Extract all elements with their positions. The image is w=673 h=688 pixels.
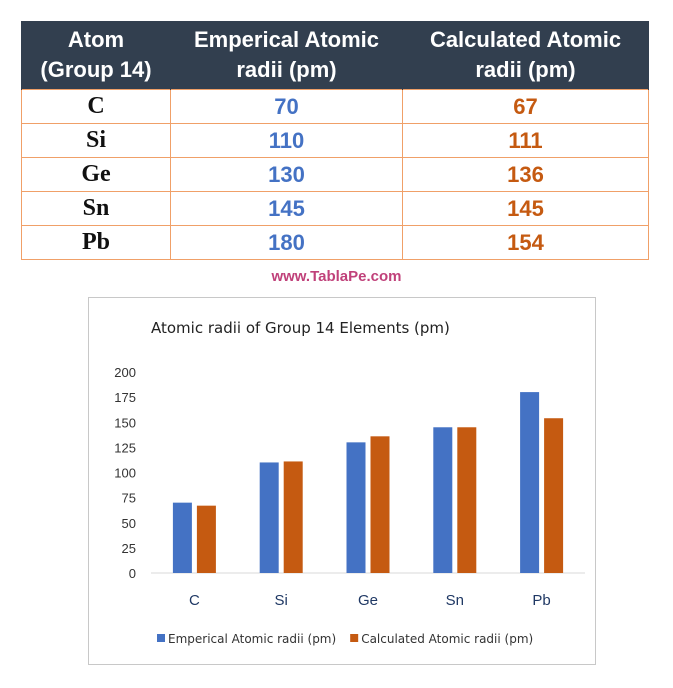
cell-empirical: 70 [170, 89, 403, 124]
table-row: C 70 67 [21, 89, 649, 124]
x-axis: C Si Ge Sn Pb [189, 592, 551, 609]
cell-calculated: 111 [402, 123, 649, 158]
y-tick-label: 50 [122, 516, 136, 531]
header-atom: Atom (Group 14) [21, 21, 171, 90]
y-tick-label: 175 [114, 390, 136, 405]
cell-atom: Pb [21, 225, 171, 260]
bar-empirical-si [259, 462, 279, 573]
bar-calculated-sn [457, 427, 477, 573]
cell-calculated: 145 [402, 191, 649, 226]
table-row: Pb 180 154 [21, 225, 649, 260]
cell-atom: C [21, 89, 171, 124]
cell-calculated: 67 [402, 89, 649, 124]
legend-swatch [350, 634, 359, 642]
header-empirical-line2: radii (pm) [236, 57, 337, 82]
chart-bars [172, 392, 564, 573]
bar-chart: Atomic radii of Group 14 Elements (pm) 0… [88, 297, 596, 665]
bar-calculated-ge [370, 436, 390, 573]
y-tick-label: 125 [114, 440, 136, 455]
bar-calculated-pb [544, 418, 564, 573]
chart-title: Atomic radii of Group 14 Elements (pm) [151, 319, 450, 337]
cell-calculated: 136 [402, 157, 649, 192]
legend-label: Calculated Atomic radii (pm) [361, 632, 533, 646]
table-row: Ge 130 136 [21, 157, 649, 192]
x-tick-label: Sn [446, 592, 464, 609]
bar-empirical-pb [520, 392, 540, 573]
cell-calculated: 154 [402, 225, 649, 260]
bar-empirical-sn [433, 427, 453, 573]
y-tick-label: 200 [114, 365, 136, 380]
bar-empirical-ge [346, 442, 366, 573]
x-tick-label: Ge [358, 592, 378, 609]
cell-empirical: 110 [170, 123, 403, 158]
x-tick-label: Pb [532, 592, 550, 609]
y-tick-label: 25 [122, 541, 136, 556]
cell-atom: Sn [21, 191, 171, 226]
table-row: Sn 145 145 [21, 191, 649, 226]
header-calculated-line2: radii (pm) [475, 57, 576, 82]
cell-empirical: 180 [170, 225, 403, 260]
legend-label: Emperical Atomic radii (pm) [168, 632, 336, 646]
bar-calculated-si [283, 461, 303, 573]
header-calculated: Calculated Atomic radii (pm) [402, 21, 649, 90]
cell-empirical: 145 [170, 191, 403, 226]
header-atom-line2: (Group 14) [40, 57, 152, 82]
x-tick-label: C [189, 592, 200, 609]
y-tick-label: 100 [114, 466, 136, 481]
chart-legend: Emperical Atomic radii (pm) Calculated At… [157, 632, 533, 646]
y-axis: 0 25 50 75 100 125 150 175 200 [114, 365, 136, 581]
y-tick-label: 75 [122, 491, 136, 506]
table-row: Si 110 111 [21, 123, 649, 158]
header-calculated-line1: Calculated Atomic [429, 27, 622, 52]
bar-calculated-c [196, 505, 216, 573]
bar-empirical-c [172, 502, 192, 573]
legend-swatch [157, 634, 165, 642]
y-tick-label: 0 [129, 566, 136, 581]
atomic-radii-table: Atom (Group 14) Emperical Atomic radii (… [21, 21, 649, 260]
chart-canvas: Atomic radii of Group 14 Elements (pm) 0… [114, 319, 585, 646]
header-empirical: Emperical Atomic radii (pm) [170, 21, 403, 90]
header-atom-line1: Atom [67, 27, 125, 52]
x-tick-label: Si [275, 592, 288, 609]
cell-empirical: 130 [170, 157, 403, 192]
watermark-text: www.TablaPe.com [271, 268, 402, 285]
y-tick-label: 150 [114, 415, 136, 430]
cell-atom: Si [21, 123, 171, 158]
table-header-row: Atom (Group 14) Emperical Atomic radii (… [21, 21, 649, 90]
cell-atom: Ge [21, 157, 171, 192]
header-empirical-line1: Emperical Atomic [193, 27, 380, 52]
